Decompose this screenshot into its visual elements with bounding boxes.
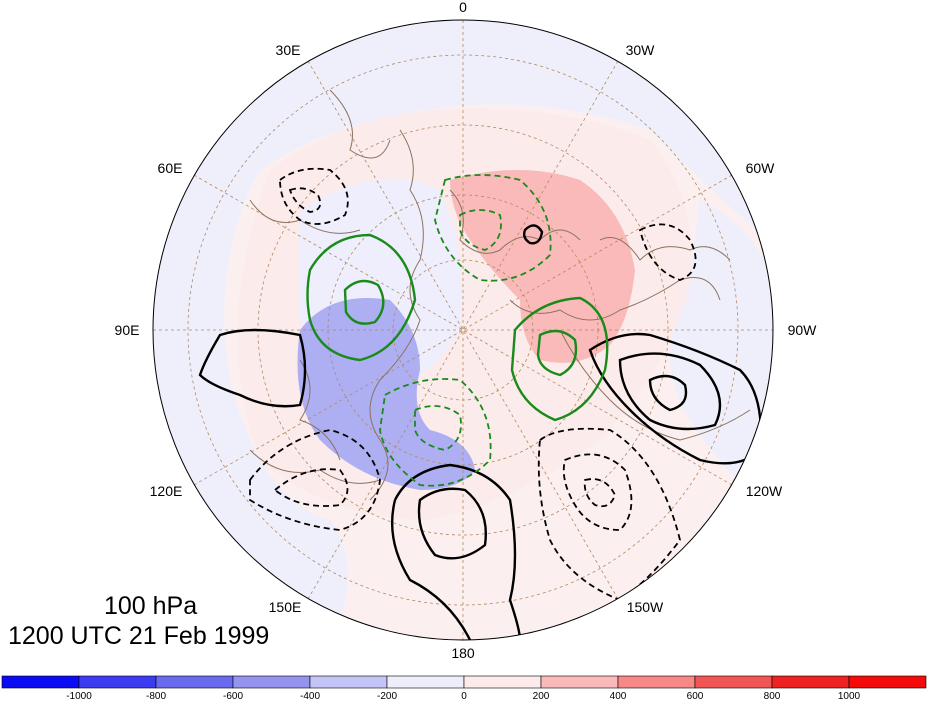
map-border	[152, 19, 774, 641]
colorbar: -1000 -800 -600 -400 -200 0 200 400 600 800 1000	[1, 675, 927, 702]
colorbar-tick-label: -800	[146, 691, 166, 702]
coastlines	[249, 89, 751, 501]
colorbar-box	[540, 675, 619, 689]
colorbar-tick-label: 1000	[838, 691, 861, 702]
colorbar-tick-label: -1000	[66, 691, 92, 702]
lon-label-120w: 120W	[746, 483, 783, 499]
lon-label-180: 180	[451, 645, 475, 661]
colorbar-box	[1, 675, 80, 689]
colorbar-tick-label: -200	[377, 691, 397, 702]
shade-pos-strong	[450, 170, 635, 363]
lon-label-30e: 30E	[276, 42, 301, 58]
lon-label-30w: 30W	[626, 42, 656, 58]
lon-label-0: 0	[459, 0, 467, 15]
colorbar-box	[309, 675, 388, 689]
caption-time: 1200 UTC 21 Feb 1999	[8, 622, 270, 650]
colorbar-tick-label: 200	[533, 691, 550, 702]
lon-label-150w: 150W	[627, 599, 664, 615]
colorbar-box	[386, 675, 465, 689]
contours-negative	[249, 167, 697, 602]
colorbar-tick-label: -400	[300, 691, 320, 702]
colorbar-tick-label: -600	[223, 691, 243, 702]
lon-label-60w: 60W	[746, 160, 776, 176]
contours-green-dashed	[379, 174, 552, 487]
colorbar-box	[694, 675, 773, 689]
lon-label-90e: 90E	[115, 322, 140, 338]
colorbar-box	[463, 675, 542, 689]
caption-level: 100 hPa	[104, 592, 198, 620]
contours-green-solid	[306, 233, 609, 422]
lon-label-60e: 60E	[158, 160, 183, 176]
colorbar-tick-label: 800	[764, 691, 781, 702]
colorbar-box	[848, 675, 927, 689]
colorbar-box	[78, 675, 157, 689]
lon-label-120e: 120E	[150, 483, 183, 499]
colorbar-tick-label: 0	[461, 691, 467, 702]
colorbar-tick-label: 400	[610, 691, 627, 702]
colorbar-tick-label: 600	[687, 691, 704, 702]
lon-label-150e: 150E	[269, 599, 302, 615]
colorbar-box	[771, 675, 850, 689]
lon-label-90w: 90W	[788, 322, 818, 338]
colorbar-box	[617, 675, 696, 689]
colorbar-box	[155, 675, 234, 689]
colorbar-box	[232, 675, 311, 689]
